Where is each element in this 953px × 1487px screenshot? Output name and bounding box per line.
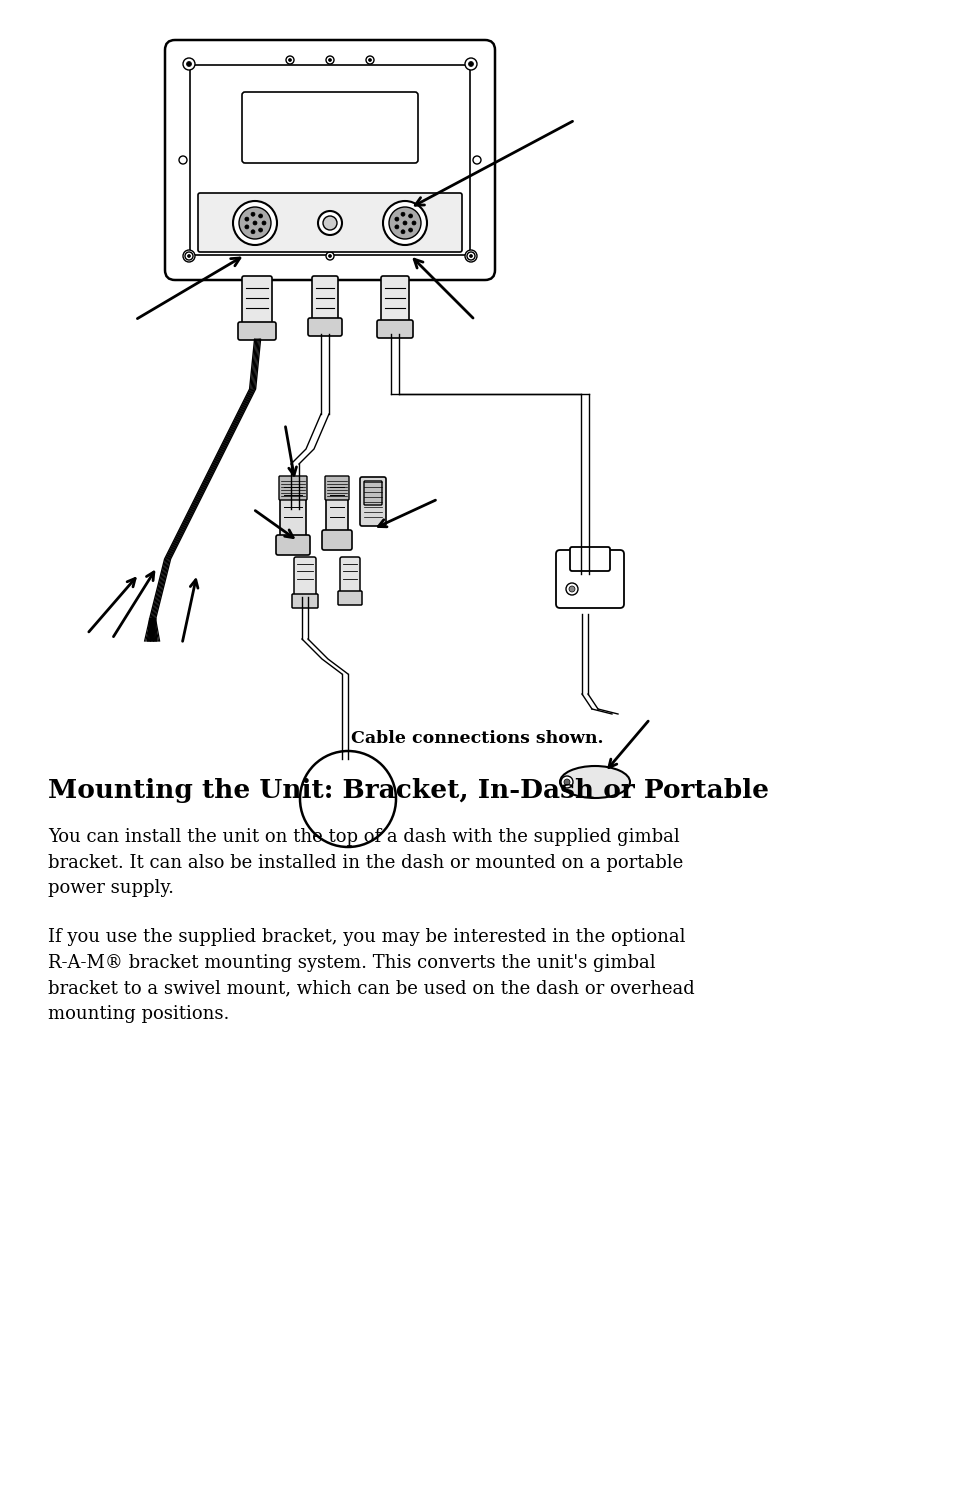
- Circle shape: [188, 254, 191, 257]
- FancyBboxPatch shape: [569, 547, 609, 571]
- Text: If you use the supplied bracket, you may be interested in the optional
R-A-M® br: If you use the supplied bracket, you may…: [48, 928, 694, 1023]
- Circle shape: [185, 251, 193, 260]
- Circle shape: [408, 214, 413, 219]
- Circle shape: [382, 201, 427, 245]
- Circle shape: [258, 214, 262, 219]
- Circle shape: [400, 213, 405, 216]
- Circle shape: [468, 253, 473, 259]
- FancyBboxPatch shape: [294, 558, 315, 599]
- FancyBboxPatch shape: [242, 277, 272, 329]
- FancyBboxPatch shape: [190, 65, 470, 254]
- Circle shape: [233, 201, 276, 245]
- Circle shape: [262, 222, 266, 225]
- FancyBboxPatch shape: [364, 480, 381, 506]
- Text: Mounting the Unit: Bracket, In-Dash or Portable: Mounting the Unit: Bracket, In-Dash or P…: [48, 778, 768, 803]
- Text: You can install the unit on the top of a dash with the supplied gimbal
bracket. : You can install the unit on the top of a…: [48, 828, 682, 897]
- FancyBboxPatch shape: [322, 529, 352, 550]
- Circle shape: [186, 253, 192, 259]
- FancyBboxPatch shape: [376, 320, 413, 338]
- FancyBboxPatch shape: [237, 323, 275, 341]
- Circle shape: [565, 583, 578, 595]
- Circle shape: [464, 250, 476, 262]
- Circle shape: [251, 213, 254, 216]
- Circle shape: [251, 230, 254, 233]
- FancyBboxPatch shape: [308, 318, 341, 336]
- Circle shape: [186, 61, 192, 67]
- FancyBboxPatch shape: [326, 477, 348, 535]
- FancyBboxPatch shape: [312, 277, 337, 324]
- Circle shape: [328, 254, 331, 257]
- Circle shape: [563, 779, 569, 785]
- Circle shape: [402, 222, 407, 225]
- Circle shape: [317, 211, 341, 235]
- FancyBboxPatch shape: [242, 92, 417, 164]
- Circle shape: [328, 58, 331, 61]
- FancyBboxPatch shape: [337, 590, 361, 605]
- Circle shape: [179, 156, 187, 164]
- Circle shape: [299, 751, 395, 848]
- Circle shape: [464, 58, 476, 70]
- Circle shape: [253, 222, 256, 225]
- Circle shape: [467, 251, 475, 260]
- FancyBboxPatch shape: [198, 193, 461, 251]
- Circle shape: [326, 251, 334, 260]
- Circle shape: [395, 217, 398, 222]
- Circle shape: [245, 225, 249, 229]
- Circle shape: [389, 207, 420, 239]
- FancyBboxPatch shape: [280, 477, 306, 541]
- Circle shape: [183, 250, 194, 262]
- Circle shape: [473, 156, 480, 164]
- Circle shape: [366, 57, 374, 64]
- Circle shape: [412, 222, 416, 225]
- Circle shape: [408, 228, 413, 232]
- Circle shape: [568, 586, 575, 592]
- Circle shape: [288, 58, 292, 61]
- Circle shape: [286, 57, 294, 64]
- Circle shape: [326, 57, 334, 64]
- FancyBboxPatch shape: [556, 550, 623, 608]
- FancyBboxPatch shape: [380, 277, 409, 326]
- Circle shape: [258, 228, 262, 232]
- FancyBboxPatch shape: [325, 476, 349, 500]
- Circle shape: [395, 225, 398, 229]
- Circle shape: [400, 230, 405, 233]
- Circle shape: [368, 58, 371, 61]
- Circle shape: [469, 254, 472, 257]
- Circle shape: [239, 207, 271, 239]
- FancyBboxPatch shape: [275, 535, 310, 555]
- Circle shape: [245, 217, 249, 222]
- Circle shape: [560, 776, 573, 788]
- Text: Cable connections shown.: Cable connections shown.: [351, 730, 602, 746]
- FancyBboxPatch shape: [292, 593, 317, 608]
- FancyBboxPatch shape: [339, 558, 359, 596]
- FancyBboxPatch shape: [278, 476, 307, 500]
- Circle shape: [323, 216, 336, 230]
- FancyBboxPatch shape: [359, 477, 386, 526]
- Ellipse shape: [559, 766, 629, 799]
- Circle shape: [468, 61, 473, 67]
- FancyBboxPatch shape: [165, 40, 495, 280]
- Circle shape: [183, 58, 194, 70]
